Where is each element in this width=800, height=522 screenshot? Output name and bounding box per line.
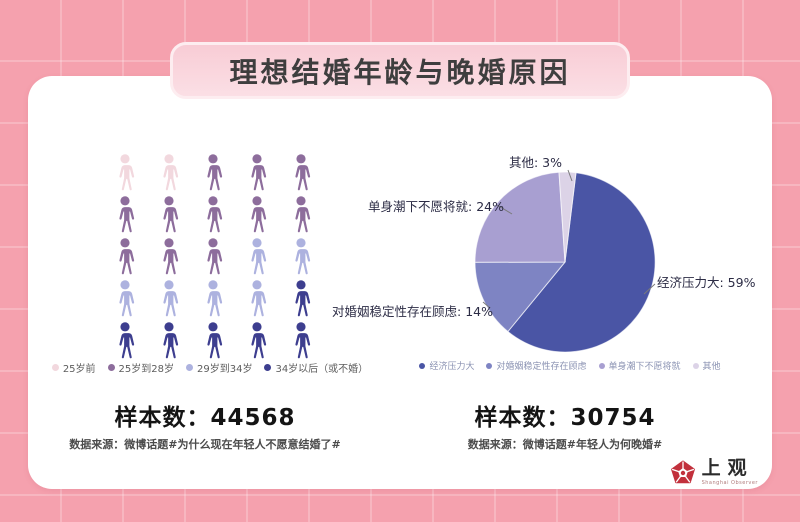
logo-name: 上观 bbox=[701, 457, 754, 479]
legend-dot-icon bbox=[598, 362, 605, 369]
person-icon bbox=[155, 238, 183, 275]
legend-label: 对婚姻稳定性存在顾虑 bbox=[496, 362, 587, 372]
pie-slice bbox=[507, 172, 656, 353]
pie-label-stability-concern: 对婚姻稳定性存在顾虑: 14% bbox=[332, 304, 493, 319]
legend-dot-icon bbox=[107, 364, 115, 371]
legend-item: 对婚姻稳定性存在顾虑 bbox=[486, 359, 587, 372]
legend-dot-icon bbox=[486, 362, 493, 369]
legend-item: 25岁前 bbox=[51, 360, 96, 375]
left-data-source: 数据来源：微博话题#为什么现在年轻人不愿意结婚了# bbox=[69, 438, 341, 451]
person-icon bbox=[199, 196, 227, 233]
right-data-source: 数据来源：微博话题#年轻人为何晚婚# bbox=[467, 438, 663, 451]
person-icon bbox=[111, 322, 139, 359]
pie-label-other: 其他: 3% bbox=[509, 155, 563, 170]
pie-slice bbox=[474, 261, 567, 333]
person-icon bbox=[155, 196, 183, 233]
pie-label-economic-pressure: 经济压力大: 59% bbox=[657, 275, 756, 290]
legend-item: 其他 bbox=[692, 359, 721, 372]
person-icon bbox=[243, 280, 271, 317]
shangguan-flower-icon bbox=[670, 460, 695, 483]
person-icon bbox=[111, 196, 139, 233]
person-icon bbox=[243, 322, 271, 359]
pie-label-single-wave: 单身潮下不愿将就: 24% bbox=[368, 199, 504, 214]
legend-dot-icon bbox=[692, 362, 699, 369]
brand-logo: 上观 Shanghai Observer bbox=[670, 459, 758, 486]
legend-item: 34岁以后（或不婚） bbox=[264, 360, 368, 375]
person-icon bbox=[287, 238, 315, 275]
person-icon bbox=[287, 322, 315, 359]
person-icon bbox=[199, 280, 227, 317]
pie-slice bbox=[558, 171, 577, 263]
pie-slice bbox=[474, 171, 566, 263]
person-icon bbox=[243, 154, 271, 191]
right-sample-size: 样本数：30754 bbox=[474, 405, 656, 431]
title-banner: 理想结婚年龄与晚婚原因 bbox=[170, 42, 630, 99]
person-icon bbox=[243, 238, 271, 275]
person-icon bbox=[155, 280, 183, 317]
person-icon bbox=[243, 196, 271, 233]
legend-label: 单身潮下不愿将就 bbox=[608, 362, 681, 372]
legend-dot-icon bbox=[419, 362, 426, 369]
person-icon bbox=[287, 196, 315, 233]
person-icon bbox=[155, 322, 183, 359]
legend-label: 经济压力大 bbox=[429, 362, 475, 372]
legend-label: 其他 bbox=[702, 362, 721, 372]
legend-item: 29岁到34岁 bbox=[186, 360, 252, 375]
person-icon bbox=[199, 238, 227, 275]
legend-item: 单身潮下不愿将就 bbox=[598, 359, 681, 372]
person-icon bbox=[287, 154, 315, 191]
person-icon bbox=[111, 280, 139, 317]
legend-label: 25岁到28岁 bbox=[118, 364, 174, 375]
legend-item: 经济压力大 bbox=[419, 359, 474, 372]
logo-subtitle: Shanghai Observer bbox=[701, 480, 758, 486]
late-marriage-pie-chart bbox=[474, 169, 656, 353]
legend-label: 34岁以后（或不婚） bbox=[275, 364, 369, 375]
legend-label: 25岁前 bbox=[62, 364, 96, 375]
person-icon bbox=[155, 154, 183, 191]
logo-text: 上观 Shanghai Observer bbox=[701, 457, 758, 487]
person-icon bbox=[111, 238, 139, 275]
legend-item: 25岁到28岁 bbox=[107, 360, 174, 375]
pie-legend: 经济压力大 对婚姻稳定性存在顾虑 单身潮下不愿将就 其他 bbox=[400, 359, 740, 372]
person-icon bbox=[111, 154, 139, 191]
person-icon bbox=[199, 154, 227, 191]
legend-dot-icon bbox=[51, 364, 59, 371]
left-sample-size: 样本数：44568 bbox=[114, 405, 296, 431]
legend-dot-icon bbox=[186, 364, 193, 371]
legend-dot-icon bbox=[264, 364, 272, 371]
age-pictogram-chart bbox=[111, 154, 315, 359]
page-title: 理想结婚年龄与晚婚原因 bbox=[229, 55, 571, 89]
pie-leader-lines bbox=[482, 169, 656, 309]
person-icon bbox=[287, 280, 315, 317]
legend-label: 29岁到34岁 bbox=[197, 364, 253, 375]
person-icon bbox=[199, 322, 227, 359]
age-legend: 25岁前 25岁到28岁 29岁到34岁 34岁以后（或不婚） bbox=[50, 360, 370, 375]
